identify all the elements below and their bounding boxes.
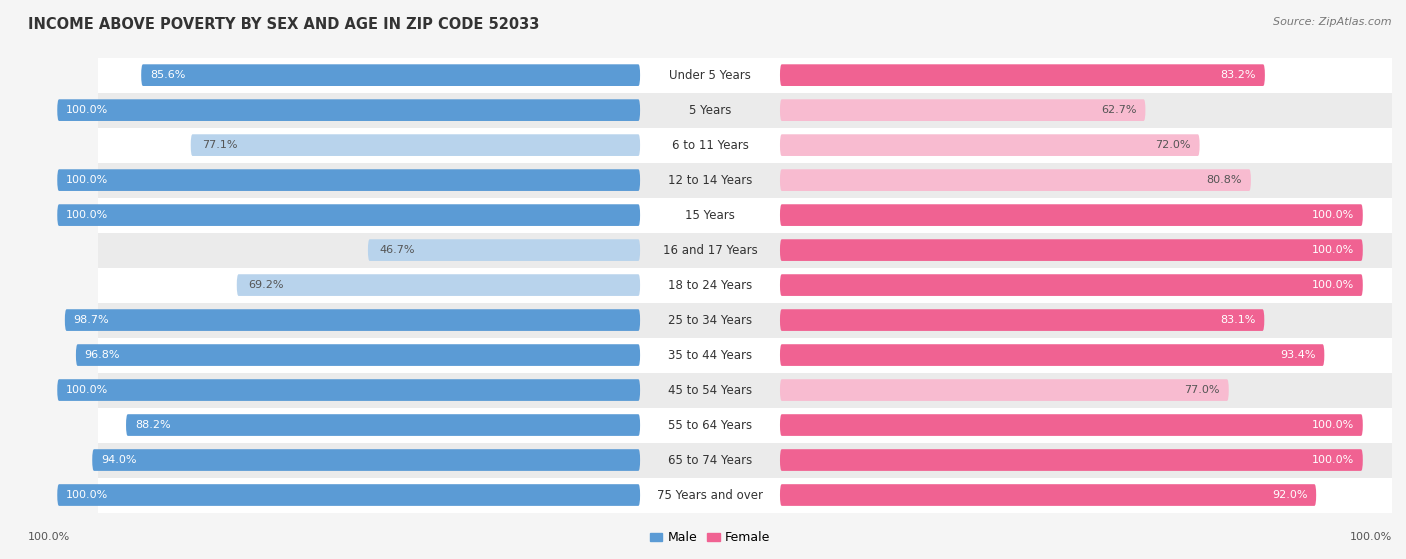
Text: 5 Years: 5 Years bbox=[689, 103, 731, 117]
Bar bbox=[98, 268, 1406, 302]
Bar bbox=[98, 477, 1406, 513]
Text: 80.8%: 80.8% bbox=[1206, 175, 1241, 185]
Bar bbox=[98, 127, 1406, 163]
Text: 100.0%: 100.0% bbox=[1312, 210, 1354, 220]
Text: 83.2%: 83.2% bbox=[1220, 70, 1256, 80]
Bar bbox=[98, 198, 1406, 233]
FancyBboxPatch shape bbox=[780, 239, 1362, 261]
Text: 77.1%: 77.1% bbox=[202, 140, 238, 150]
Legend: Male, Female: Male, Female bbox=[645, 526, 775, 549]
Bar bbox=[98, 408, 1406, 443]
Text: 12 to 14 Years: 12 to 14 Years bbox=[668, 174, 752, 187]
Text: INCOME ABOVE POVERTY BY SEX AND AGE IN ZIP CODE 52033: INCOME ABOVE POVERTY BY SEX AND AGE IN Z… bbox=[28, 17, 540, 32]
Text: 100.0%: 100.0% bbox=[1312, 455, 1354, 465]
Text: 25 to 34 Years: 25 to 34 Years bbox=[668, 314, 752, 326]
Text: 100.0%: 100.0% bbox=[1312, 280, 1354, 290]
Text: 62.7%: 62.7% bbox=[1101, 105, 1136, 115]
Bar bbox=[98, 443, 1406, 477]
Text: 96.8%: 96.8% bbox=[84, 350, 120, 360]
Text: 100.0%: 100.0% bbox=[1312, 420, 1354, 430]
Text: 100.0%: 100.0% bbox=[66, 210, 108, 220]
FancyBboxPatch shape bbox=[58, 204, 640, 226]
Text: 100.0%: 100.0% bbox=[66, 105, 108, 115]
FancyBboxPatch shape bbox=[58, 484, 640, 506]
Text: 94.0%: 94.0% bbox=[101, 455, 136, 465]
Text: Source: ZipAtlas.com: Source: ZipAtlas.com bbox=[1274, 17, 1392, 27]
Bar bbox=[98, 163, 1406, 198]
Text: 100.0%: 100.0% bbox=[1350, 532, 1392, 542]
FancyBboxPatch shape bbox=[780, 344, 1324, 366]
FancyBboxPatch shape bbox=[780, 309, 1264, 331]
Text: 69.2%: 69.2% bbox=[249, 280, 284, 290]
Text: 100.0%: 100.0% bbox=[1312, 245, 1354, 255]
FancyBboxPatch shape bbox=[780, 100, 1146, 121]
Text: 6 to 11 Years: 6 to 11 Years bbox=[672, 139, 748, 151]
Text: 18 to 24 Years: 18 to 24 Years bbox=[668, 278, 752, 292]
Bar bbox=[98, 338, 1406, 372]
Text: 55 to 64 Years: 55 to 64 Years bbox=[668, 419, 752, 432]
FancyBboxPatch shape bbox=[780, 169, 1251, 191]
Text: 92.0%: 92.0% bbox=[1272, 490, 1308, 500]
Text: 15 Years: 15 Years bbox=[685, 209, 735, 221]
Text: 75 Years and over: 75 Years and over bbox=[657, 489, 763, 501]
FancyBboxPatch shape bbox=[58, 100, 640, 121]
Text: 65 to 74 Years: 65 to 74 Years bbox=[668, 453, 752, 467]
FancyBboxPatch shape bbox=[780, 484, 1316, 506]
FancyBboxPatch shape bbox=[780, 414, 1362, 436]
FancyBboxPatch shape bbox=[780, 204, 1362, 226]
Text: Under 5 Years: Under 5 Years bbox=[669, 69, 751, 82]
Text: 72.0%: 72.0% bbox=[1156, 140, 1191, 150]
Text: 85.6%: 85.6% bbox=[150, 70, 186, 80]
Text: 16 and 17 Years: 16 and 17 Years bbox=[662, 244, 758, 257]
FancyBboxPatch shape bbox=[780, 64, 1265, 86]
FancyBboxPatch shape bbox=[93, 449, 640, 471]
FancyBboxPatch shape bbox=[780, 274, 1362, 296]
Bar bbox=[98, 58, 1406, 93]
FancyBboxPatch shape bbox=[236, 274, 640, 296]
Bar bbox=[98, 93, 1406, 127]
Text: 46.7%: 46.7% bbox=[380, 245, 415, 255]
FancyBboxPatch shape bbox=[191, 134, 640, 156]
Text: 100.0%: 100.0% bbox=[28, 532, 70, 542]
Text: 77.0%: 77.0% bbox=[1184, 385, 1220, 395]
FancyBboxPatch shape bbox=[58, 379, 640, 401]
Bar bbox=[98, 372, 1406, 408]
FancyBboxPatch shape bbox=[780, 379, 1229, 401]
Text: 100.0%: 100.0% bbox=[66, 175, 108, 185]
FancyBboxPatch shape bbox=[65, 309, 640, 331]
FancyBboxPatch shape bbox=[780, 449, 1362, 471]
FancyBboxPatch shape bbox=[780, 134, 1199, 156]
Text: 35 to 44 Years: 35 to 44 Years bbox=[668, 349, 752, 362]
Bar bbox=[98, 302, 1406, 338]
FancyBboxPatch shape bbox=[127, 414, 640, 436]
Text: 93.4%: 93.4% bbox=[1279, 350, 1316, 360]
FancyBboxPatch shape bbox=[141, 64, 640, 86]
Text: 98.7%: 98.7% bbox=[73, 315, 110, 325]
FancyBboxPatch shape bbox=[76, 344, 640, 366]
Text: 88.2%: 88.2% bbox=[135, 420, 170, 430]
FancyBboxPatch shape bbox=[368, 239, 640, 261]
Bar bbox=[98, 233, 1406, 268]
FancyBboxPatch shape bbox=[58, 169, 640, 191]
Text: 100.0%: 100.0% bbox=[66, 385, 108, 395]
Text: 45 to 54 Years: 45 to 54 Years bbox=[668, 383, 752, 396]
Text: 100.0%: 100.0% bbox=[66, 490, 108, 500]
Text: 83.1%: 83.1% bbox=[1220, 315, 1256, 325]
